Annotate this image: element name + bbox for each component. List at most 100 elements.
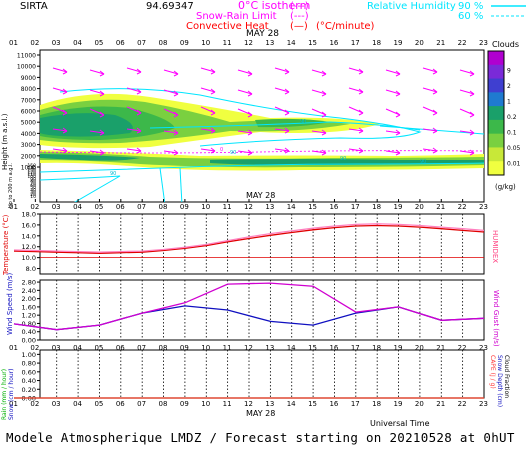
wind-arrow-head (136, 68, 142, 75)
wind-arrow (459, 69, 475, 75)
legend-snowrain-symbol: (---) (290, 11, 309, 22)
y-tick-label: 2.80 (22, 279, 36, 287)
colorbar-level: 2 (507, 83, 511, 90)
hour-tick-top: 19 (394, 39, 403, 47)
hour-tick: 19 (394, 344, 403, 352)
hour-tick-top: 11 (223, 39, 232, 47)
hour-tick: 10 (201, 400, 210, 408)
y-tick-label-lower: 20 (30, 192, 36, 198)
wind-arrow-head (62, 109, 68, 116)
wind-arrow (459, 150, 475, 154)
y-tick-label-lower: 40 (30, 187, 36, 193)
hour-tick: 20 (415, 400, 424, 408)
wind-arrow (237, 89, 253, 95)
wind-arrow (200, 67, 216, 73)
hour-tick: 03 (52, 203, 61, 211)
wind-arrow (385, 130, 401, 134)
y-tick-label: 0.80 (22, 320, 36, 328)
hour-tick: 09 (180, 400, 189, 408)
contour-label: 90 (420, 159, 426, 165)
wind-arrow (459, 89, 475, 95)
wind-arrow-head (469, 70, 475, 77)
hour-tick: 03 (52, 344, 61, 352)
hour-tick-top: 13 (265, 39, 274, 47)
y-tick-label: 1.60 (22, 303, 36, 311)
contour-label: 90 (300, 119, 306, 125)
hour-tick: 08 (159, 203, 168, 211)
colorbar-level: 9 (507, 68, 511, 75)
wind-arrow (237, 130, 253, 134)
hour-tick: 13 (265, 203, 274, 211)
hour-tick-top: 14 (287, 39, 296, 47)
hour-tick: 15 (308, 344, 317, 352)
wind-arrow-head (469, 90, 475, 97)
hour-tick: 10 (201, 344, 210, 352)
hour-tick: 11 (223, 344, 232, 352)
wind-arrow (348, 128, 364, 132)
wind-arrow-head (62, 147, 68, 154)
hour-tick-top: 09 (180, 39, 189, 47)
hour-tick-top: 05 (94, 39, 103, 47)
hour-tick: 02 (30, 203, 39, 211)
wind-panel: 0.000.400.801.201.602.002.402.80 01 02 03 04… (6, 272, 500, 362)
wind-arrow (385, 69, 401, 75)
wind-arrow-head (136, 109, 142, 116)
hour-tick: 23 (479, 203, 488, 211)
y-tick-label-lower: 100 (27, 174, 36, 180)
y-axis-label-right-2: Snow Depth (cm) (496, 355, 503, 407)
colorbar-swatch (488, 78, 504, 93)
wind-arrow-head (210, 68, 216, 75)
hour-tick-top: 23 (479, 39, 488, 47)
wind-arrow-head (358, 68, 364, 75)
hour-tick: 19 (394, 400, 403, 408)
wind-arrow (89, 130, 105, 134)
wind-arrow-head (62, 88, 68, 95)
hour-tick: 16 (329, 400, 338, 408)
wind-arrow (348, 148, 364, 152)
y-tick-label-lower: 10 (30, 194, 36, 200)
hour-tick: 09 (180, 203, 189, 211)
wind-arrow (126, 87, 142, 93)
wind-arrow (385, 89, 401, 95)
hour-tick: 22 (458, 203, 467, 211)
wind-arrow-head (358, 109, 364, 116)
wind-arrow (89, 150, 105, 154)
hour-tick-top: 08 (159, 39, 168, 47)
wind-arrow (422, 148, 438, 152)
hour-tick-top: 20 (415, 39, 424, 47)
colorbar-unit: (g/kg) (495, 183, 516, 191)
hour-tick: 23 (479, 400, 488, 408)
wind-arrow-head (247, 129, 253, 136)
humidity-60-value: 60 % (458, 11, 483, 22)
cloud-region (40, 154, 140, 161)
wind-arrow (459, 108, 475, 116)
wind-arrow-head (210, 109, 216, 116)
hour-tick-top: 06 (116, 39, 125, 47)
hour-tick: 13 (265, 400, 274, 408)
legend-convective-label: Convective Heat (186, 21, 269, 32)
y-tick-label-lower: 110 (27, 172, 36, 178)
hour-tick: 20 (415, 344, 424, 352)
hour-tick: 15 (308, 203, 317, 211)
wind-arrow (126, 67, 142, 73)
wind-arrow (311, 108, 327, 116)
wind-arrow-head (395, 149, 401, 156)
hour-tick-top: 01 (9, 39, 18, 47)
colorbar-level: 1 (507, 99, 511, 106)
hour-tick: 12 (244, 400, 253, 408)
hour-tick: 04 (73, 400, 82, 408)
y-tick-label: 16.0 (22, 221, 36, 229)
y-axis-label: Height (m a.s.l.) (1, 113, 9, 170)
wind-arrow (274, 87, 290, 93)
y-tick-label: 5000 (21, 120, 36, 127)
hour-tick: 19 (394, 203, 403, 211)
hour-tick: 07 (137, 344, 146, 352)
hour-tick: 06 (116, 344, 125, 352)
y-tick-label-lower: 50 (30, 185, 36, 191)
wind-arrow (52, 128, 68, 132)
y-tick-label: 9000 (21, 75, 36, 82)
colorbar-title: Clouds (492, 40, 519, 49)
hour-tick: 15 (308, 400, 317, 408)
hour-tick-top: 21 (436, 39, 445, 47)
wind-arrow-head (173, 70, 179, 77)
